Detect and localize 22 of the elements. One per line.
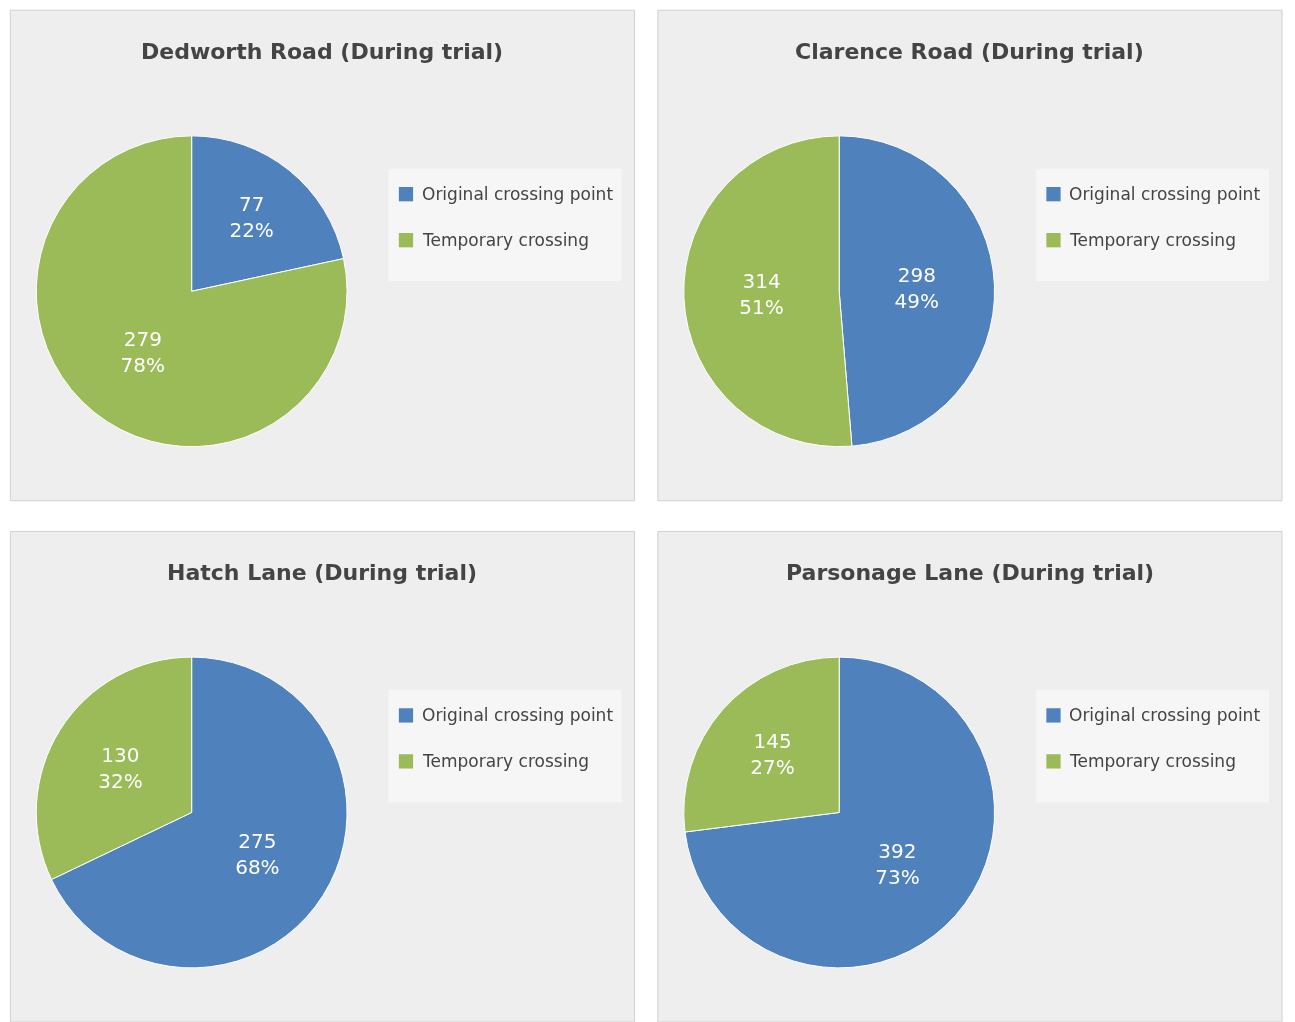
chart-title: Parsonage Lane (During trial) [786,560,1155,585]
legend-label: Original crossing point [1069,184,1261,204]
legend-label: Temporary crossing [1069,751,1236,771]
legend-label: Original crossing point [422,705,614,725]
legend-label: Temporary crossing [422,230,589,250]
chart-title: Clarence Road (During trial) [795,39,1144,64]
data-label: 314 51% [739,269,784,320]
data-label: 392 73% [875,838,920,889]
pie-slice [684,656,995,969]
data-label: 130 32% [98,742,143,793]
legend-label: Original crossing point [1069,705,1261,725]
chart-title: Hatch Lane (During trial) [167,560,478,585]
pie-slice [35,135,348,448]
data-label: 77 22% [229,192,274,243]
chart-title: Dedworth Road (During trial) [141,39,504,64]
data-label: 298 49% [894,263,940,314]
data-label: 145 27% [750,728,795,779]
data-label: 279 78% [120,326,166,377]
legend-label: Original crossing point [422,184,614,204]
legend-label: Temporary crossing [1069,230,1236,250]
data-label: 275 68% [235,828,280,879]
legend-label: Temporary crossing [422,751,589,771]
